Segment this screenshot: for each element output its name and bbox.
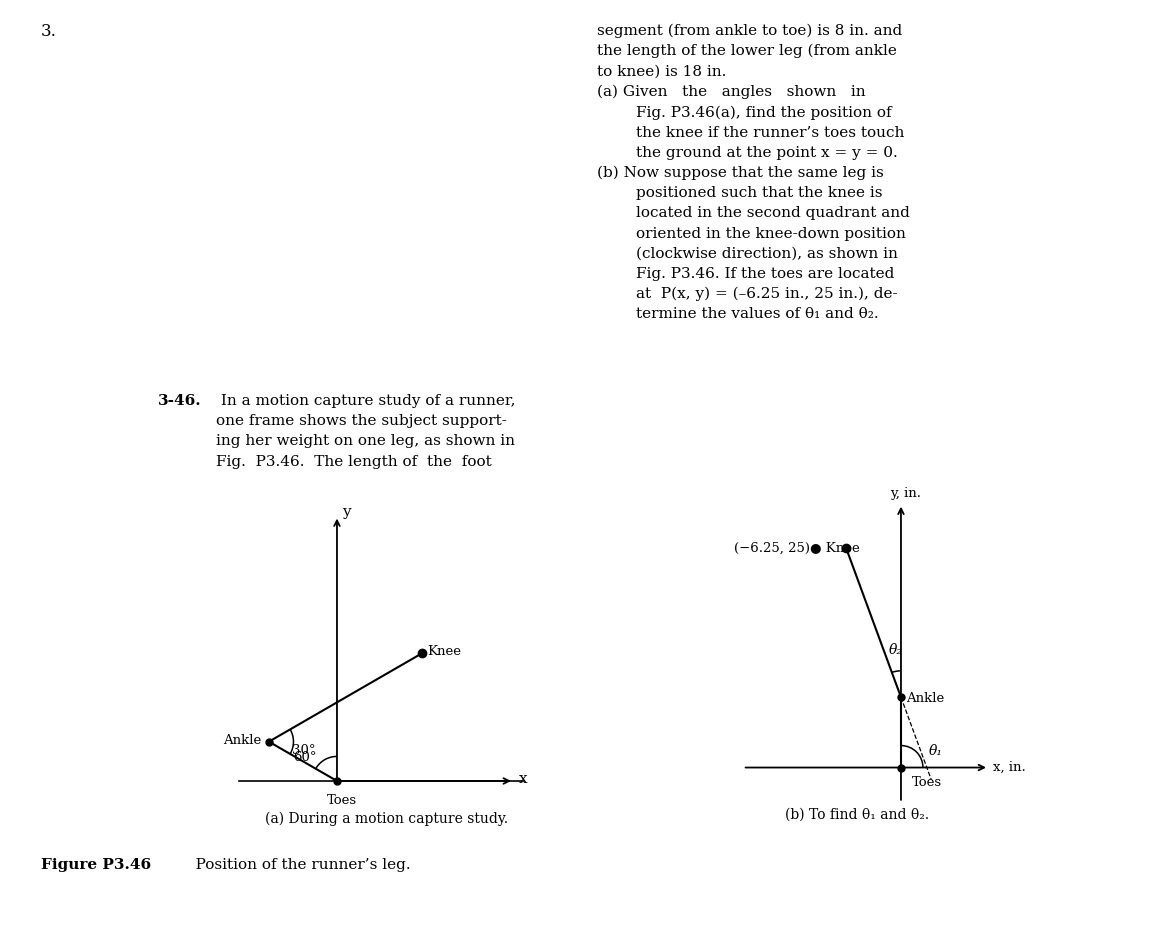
Text: Ankle: Ankle — [907, 691, 944, 704]
Text: (b) To find θ₁ and θ₂.: (b) To find θ₁ and θ₂. — [785, 807, 929, 821]
Text: Toes: Toes — [326, 793, 357, 806]
Text: Position of the runner’s leg.: Position of the runner’s leg. — [181, 857, 411, 871]
Text: 60°: 60° — [294, 750, 317, 763]
Text: Toes: Toes — [911, 775, 942, 788]
Text: In a motion capture study of a runner,
one frame shows the subject support-
ing : In a motion capture study of a runner, o… — [216, 394, 516, 468]
Text: Knee: Knee — [427, 644, 461, 657]
Text: 3-46.: 3-46. — [158, 394, 201, 408]
Text: y: y — [342, 504, 351, 518]
Text: θ₂: θ₂ — [888, 642, 902, 656]
Text: x, in.: x, in. — [993, 759, 1026, 772]
Text: (−6.25, 25)● Knee: (−6.25, 25)● Knee — [734, 541, 860, 554]
Text: y, in.: y, in. — [890, 487, 921, 500]
Text: 3.: 3. — [41, 23, 57, 40]
Text: (a) During a motion capture study.: (a) During a motion capture study. — [264, 810, 508, 825]
Text: Figure P3.46: Figure P3.46 — [41, 857, 151, 871]
Text: θ₁: θ₁ — [929, 743, 943, 757]
Text: segment (from ankle to toe) is 8 in. and
the length of the lower leg (from ankle: segment (from ankle to toe) is 8 in. and… — [597, 23, 909, 321]
Text: 30°: 30° — [291, 743, 316, 756]
Text: Ankle: Ankle — [222, 733, 261, 746]
Text: x: x — [518, 771, 528, 785]
